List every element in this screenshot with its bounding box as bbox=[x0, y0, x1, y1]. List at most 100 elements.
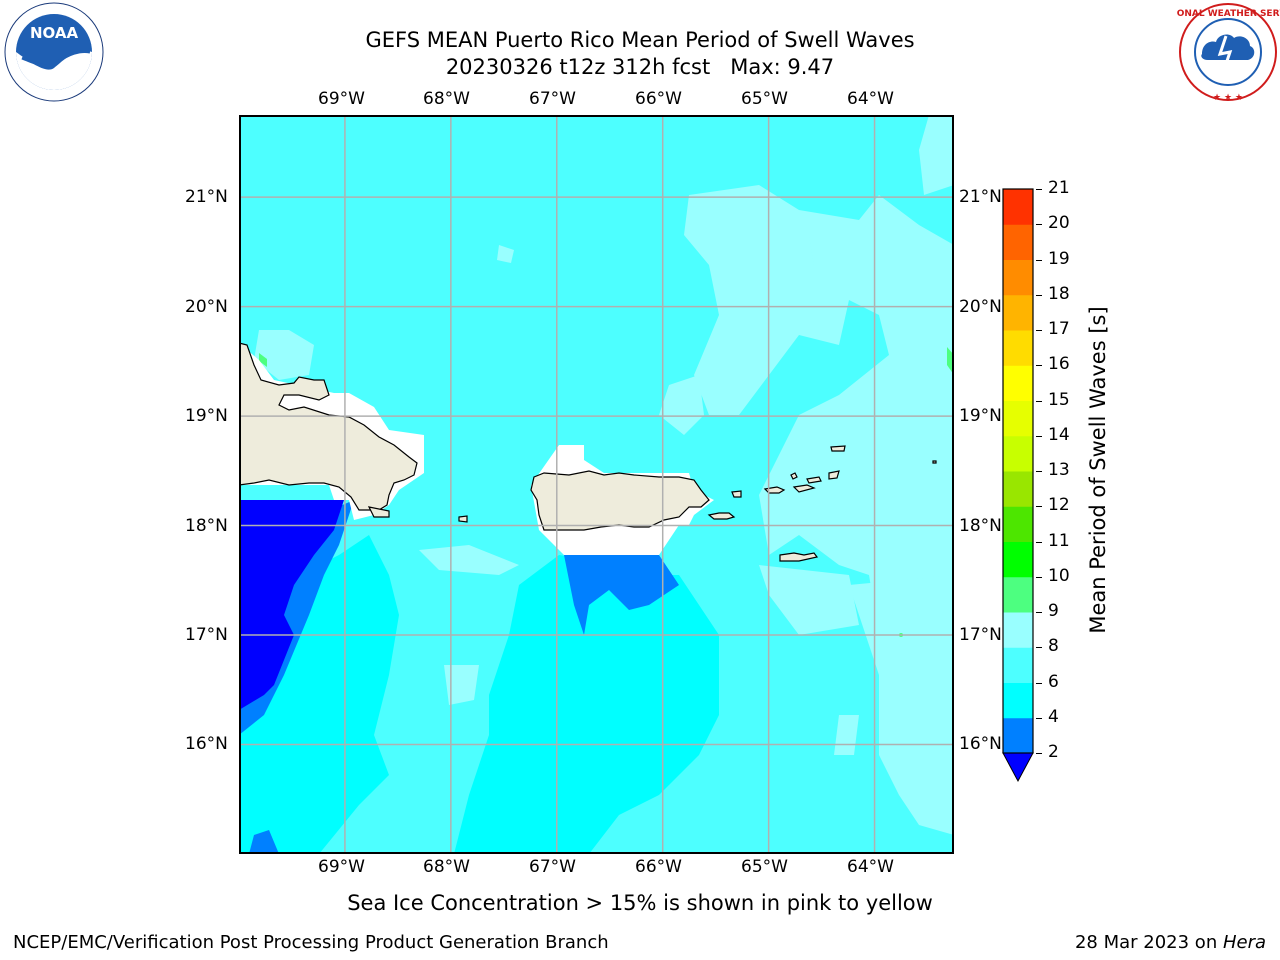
colorbar-tick-label: 21 bbox=[1048, 178, 1070, 198]
colorbar-tick-mark bbox=[1036, 717, 1042, 719]
lat-label-left-16n: 16°N bbox=[185, 734, 228, 754]
noaa-logo-text: NOAA bbox=[30, 24, 79, 42]
colorbar-tick-label: 14 bbox=[1048, 424, 1070, 445]
colorbar-tick-mark bbox=[1036, 189, 1042, 190]
lat-label-right-20n: 20°N bbox=[959, 297, 1002, 317]
colorbar-tick-mark bbox=[1036, 365, 1042, 367]
mona-island bbox=[458, 515, 468, 523]
lat-label-left-21n: 21°N bbox=[185, 187, 228, 207]
footer-credit: NCEP/EMC/Verification Post Processing Pr… bbox=[13, 932, 609, 953]
colorbar-tick-label: 9 bbox=[1048, 601, 1059, 621]
colorbar-segment-6-8 bbox=[1003, 647, 1033, 683]
colorbar-tick-mark bbox=[1036, 435, 1042, 437]
colorbar-tick-mark bbox=[1036, 753, 1042, 754]
map-panel bbox=[238, 115, 954, 854]
swell-under-2-region bbox=[239, 500, 344, 710]
lat-label-left-17n: 17°N bbox=[185, 625, 228, 645]
colorbar-tick-label: 10 bbox=[1048, 565, 1070, 586]
lon-label-top-69w: 69°W bbox=[318, 89, 365, 109]
puerto-rico bbox=[530, 470, 710, 531]
lat-label-left-20n: 20°N bbox=[185, 297, 228, 317]
swell-8-9-band bbox=[254, 115, 954, 835]
colorbar-svg bbox=[1002, 188, 1034, 783]
colorbar-tick-label: 18 bbox=[1048, 283, 1070, 304]
colorbar-segment-15-16 bbox=[1003, 365, 1033, 401]
colorbar-ticks: 2 4 6 8 9 10 11 12 13 14 15 16 17 18 19 20 21 bbox=[1036, 178, 1096, 786]
lat-label-right-21n: 21°N bbox=[959, 187, 1002, 207]
colorbar-tick-label: 11 bbox=[1048, 530, 1070, 551]
virgin-gorda bbox=[828, 470, 840, 480]
plot-title-line2: 20230326 t12z 312h fcst Max: 9.47 bbox=[445, 55, 835, 79]
lat-label-right-16n: 16°N bbox=[959, 734, 1002, 754]
gridlines bbox=[239, 115, 954, 854]
colorbar-tick-mark bbox=[1036, 576, 1042, 578]
colorbar-tick-label: 20 bbox=[1048, 213, 1070, 234]
colorbar-tick-mark bbox=[1036, 612, 1042, 613]
colorbar-segment-4-6 bbox=[1003, 682, 1033, 719]
colorbar-tick-mark bbox=[1036, 400, 1042, 402]
colorbar-tick-mark bbox=[1036, 224, 1042, 226]
colorbar-segment-9-10 bbox=[1003, 576, 1033, 613]
colorbar-segment-17-18 bbox=[1003, 294, 1033, 331]
colorbar-tick-label: 17 bbox=[1048, 319, 1070, 339]
colorbar-segment-20-21 bbox=[1003, 189, 1033, 225]
colorbar-tick-label: 13 bbox=[1048, 460, 1070, 480]
colorbar-segment-8-9 bbox=[1003, 612, 1033, 648]
st-john bbox=[792, 484, 816, 493]
footer-date: 28 Mar 2023 on Hera bbox=[1075, 932, 1266, 953]
lon-label-top-64w: 64°W bbox=[847, 89, 894, 109]
colorbar-segment-10-11 bbox=[1003, 541, 1033, 578]
colorbar-tick-label: 8 bbox=[1048, 636, 1059, 657]
lon-label-bottom-65w: 65°W bbox=[741, 857, 788, 877]
colorbar-tick-label: 12 bbox=[1048, 495, 1070, 516]
colorbar-segment-11-12 bbox=[1003, 506, 1033, 542]
colorbar-tick-label: 19 bbox=[1048, 248, 1070, 269]
anegada bbox=[830, 445, 846, 452]
noaa-logo: NOAA bbox=[2, 2, 106, 106]
colorbar-segment-19-20 bbox=[1003, 224, 1033, 260]
sea-ice-note: Sea Ice Concentration > 15% is shown in … bbox=[347, 891, 933, 915]
tortola bbox=[806, 476, 822, 484]
colorbar-under-triangle bbox=[1002, 752, 1034, 783]
nws-logo: NATIONAL WEATHER SERVICE ★ ★ ★ bbox=[1153, 2, 1280, 106]
lon-label-bottom-64w: 64°W bbox=[847, 857, 894, 877]
lat-label-right-19n: 19°N bbox=[959, 406, 1002, 426]
svg-text:★ ★ ★: ★ ★ ★ bbox=[1213, 93, 1243, 103]
lon-label-top-65w: 65°W bbox=[741, 89, 788, 109]
map-svg bbox=[238, 115, 954, 854]
lat-label-right-18n: 18°N bbox=[959, 516, 1002, 536]
colorbar-segment-14-15 bbox=[1003, 400, 1033, 437]
st-croix bbox=[779, 552, 819, 562]
lon-label-top-68w: 68°W bbox=[423, 89, 470, 109]
colorbar-segment-12-13 bbox=[1003, 471, 1033, 507]
lon-label-bottom-69w: 69°W bbox=[318, 857, 365, 877]
vieques bbox=[707, 512, 736, 520]
colorbar-tick-mark bbox=[1036, 506, 1042, 508]
colorbar-frame bbox=[1002, 188, 1034, 754]
colorbar-tick-mark bbox=[1036, 682, 1042, 684]
colorbar-segment-13-14 bbox=[1003, 435, 1033, 472]
colorbar-tick-label: 15 bbox=[1048, 389, 1070, 410]
lon-label-top-66w: 66°W bbox=[635, 89, 682, 109]
plot-title-line1: GEFS MEAN Puerto Rico Mean Period of Swe… bbox=[365, 28, 915, 52]
colorbar-tick-label: 2 bbox=[1048, 742, 1059, 762]
footer-machine: Hera bbox=[1222, 932, 1266, 953]
small-cay-1 bbox=[790, 472, 798, 480]
map-frame bbox=[239, 115, 954, 854]
colorbar-label: Mean Period of Swell Waves [s] bbox=[1086, 306, 1110, 634]
lon-label-bottom-67w: 67°W bbox=[529, 857, 576, 877]
nws-ring-text: NATIONAL WEATHER SERVICE bbox=[1176, 9, 1280, 19]
lat-label-left-19n: 19°N bbox=[185, 406, 228, 426]
colorbar-tick-mark bbox=[1036, 471, 1042, 472]
colorbar-tick-label: 4 bbox=[1048, 706, 1059, 727]
footer-date-text: 28 Mar 2023 on bbox=[1074, 932, 1223, 953]
colorbar-segment-18-19 bbox=[1003, 259, 1033, 296]
lon-label-bottom-66w: 66°W bbox=[635, 857, 682, 877]
colorbar-tick-label: 6 bbox=[1048, 671, 1059, 692]
colorbar-tick-mark bbox=[1036, 330, 1042, 331]
colorbar-tick-mark bbox=[1036, 259, 1042, 261]
colorbar-tick-mark bbox=[1036, 541, 1042, 543]
lon-label-top-67w: 67°W bbox=[529, 89, 576, 109]
colorbar-segment-16-17 bbox=[1003, 330, 1033, 366]
colorbar-segment-2-4 bbox=[1003, 717, 1033, 754]
